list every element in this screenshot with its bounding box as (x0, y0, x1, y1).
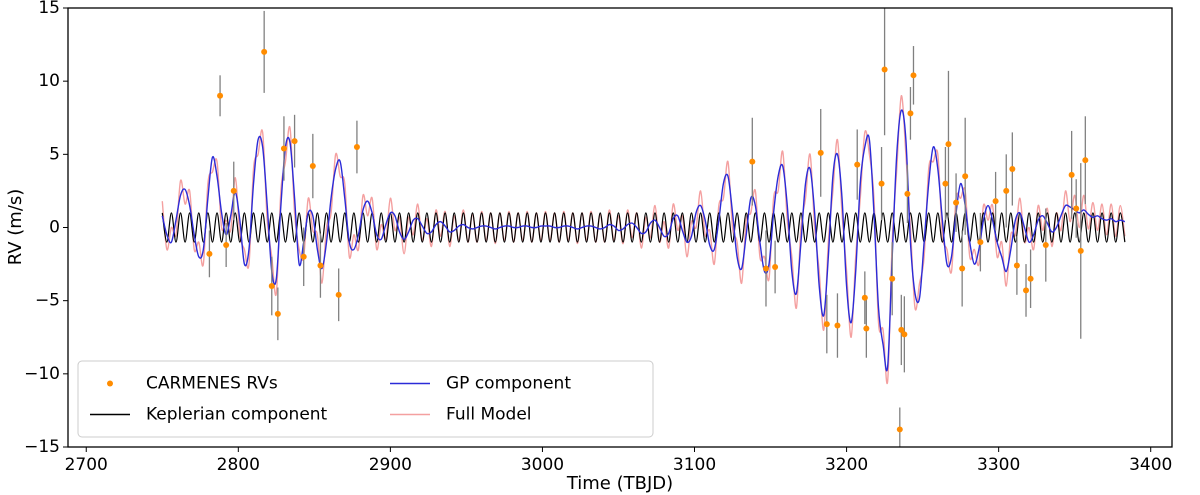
x-axis-title: Time (TBJD) (566, 473, 673, 494)
x-tick-label: 3000 (521, 455, 564, 475)
y-tick-label: 5 (49, 144, 60, 164)
data-point (904, 190, 911, 197)
data-point (762, 265, 769, 272)
x-tick-label: 2700 (65, 455, 108, 475)
data-point (861, 294, 868, 301)
y-tick-label: −10 (24, 364, 60, 384)
y-tick-label: −15 (24, 437, 60, 457)
data-point (898, 326, 905, 333)
x-tick-label: 3200 (825, 455, 868, 475)
data-point (268, 283, 275, 290)
x-tick-label: 3100 (673, 455, 716, 475)
data-point (959, 265, 966, 272)
data-point (223, 242, 230, 249)
legend-label: Keplerian component (146, 405, 328, 425)
x-tick-label: 3300 (977, 455, 1020, 475)
data-point (834, 322, 841, 329)
series-line (161, 109, 1126, 372)
data-point (942, 180, 949, 187)
data-point (1042, 242, 1049, 249)
data-point (300, 253, 307, 260)
y-tick-label: −5 (35, 291, 60, 311)
data-point (962, 173, 969, 180)
data-point (953, 199, 960, 206)
data-point (977, 239, 984, 246)
data-point (335, 291, 342, 298)
data-point (1077, 247, 1084, 254)
data-point (1003, 187, 1010, 194)
legend-box (77, 360, 654, 438)
y-axis-title: RV (m/s) (5, 189, 26, 266)
x-tick-label: 3400 (1129, 455, 1172, 475)
data-point (863, 325, 870, 332)
legend-label: GP component (446, 374, 571, 394)
data-point (280, 145, 287, 152)
data-point (1023, 287, 1030, 294)
data-point (1013, 262, 1020, 269)
data-point (317, 262, 324, 269)
data-point (907, 110, 914, 117)
data-point (992, 198, 999, 205)
plot-area (161, 8, 1126, 447)
y-tick-label: 15 (38, 0, 60, 18)
data-point (881, 66, 888, 73)
data-point (353, 144, 360, 151)
y-tick-label: 0 (49, 218, 60, 238)
data-point (889, 275, 896, 282)
data-point (901, 331, 908, 338)
legend-marker (107, 380, 113, 387)
data-point (1009, 165, 1016, 172)
data-point (206, 250, 213, 257)
legend-label: Full Model (446, 405, 532, 425)
data-point (217, 92, 224, 99)
data-point (261, 48, 268, 55)
x-tick-label: 2900 (369, 455, 412, 475)
data-point (823, 321, 830, 328)
x-tick-label: 2800 (217, 455, 260, 475)
data-point (817, 149, 824, 156)
legend-label: CARMENES RVs (146, 374, 278, 394)
data-point (854, 161, 861, 168)
data-point (1073, 205, 1080, 212)
y-tick-label: 10 (38, 71, 60, 91)
data-point (910, 72, 917, 79)
data-point (878, 180, 885, 187)
data-point (945, 141, 952, 148)
data-point (896, 426, 903, 433)
data-point (1082, 157, 1089, 164)
data-point (772, 264, 779, 271)
data-point (309, 163, 316, 170)
data-point (1027, 275, 1034, 282)
data-point (1068, 171, 1075, 178)
data-point (749, 158, 756, 165)
data-point (230, 187, 237, 194)
data-point (291, 138, 298, 145)
data-point (274, 310, 281, 317)
